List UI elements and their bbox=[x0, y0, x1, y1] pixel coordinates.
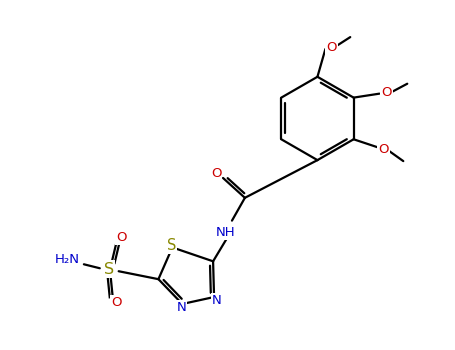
Text: O: O bbox=[211, 167, 221, 180]
Text: O: O bbox=[111, 296, 122, 309]
Text: H₂N: H₂N bbox=[55, 253, 80, 266]
Text: O: O bbox=[326, 41, 337, 54]
Text: N: N bbox=[212, 294, 222, 308]
Text: O: O bbox=[378, 143, 389, 156]
Text: N: N bbox=[177, 301, 186, 314]
Text: O: O bbox=[381, 86, 392, 99]
Text: O: O bbox=[116, 231, 127, 244]
Text: NH: NH bbox=[216, 226, 236, 239]
Text: S: S bbox=[104, 262, 114, 277]
Text: S: S bbox=[167, 238, 176, 253]
